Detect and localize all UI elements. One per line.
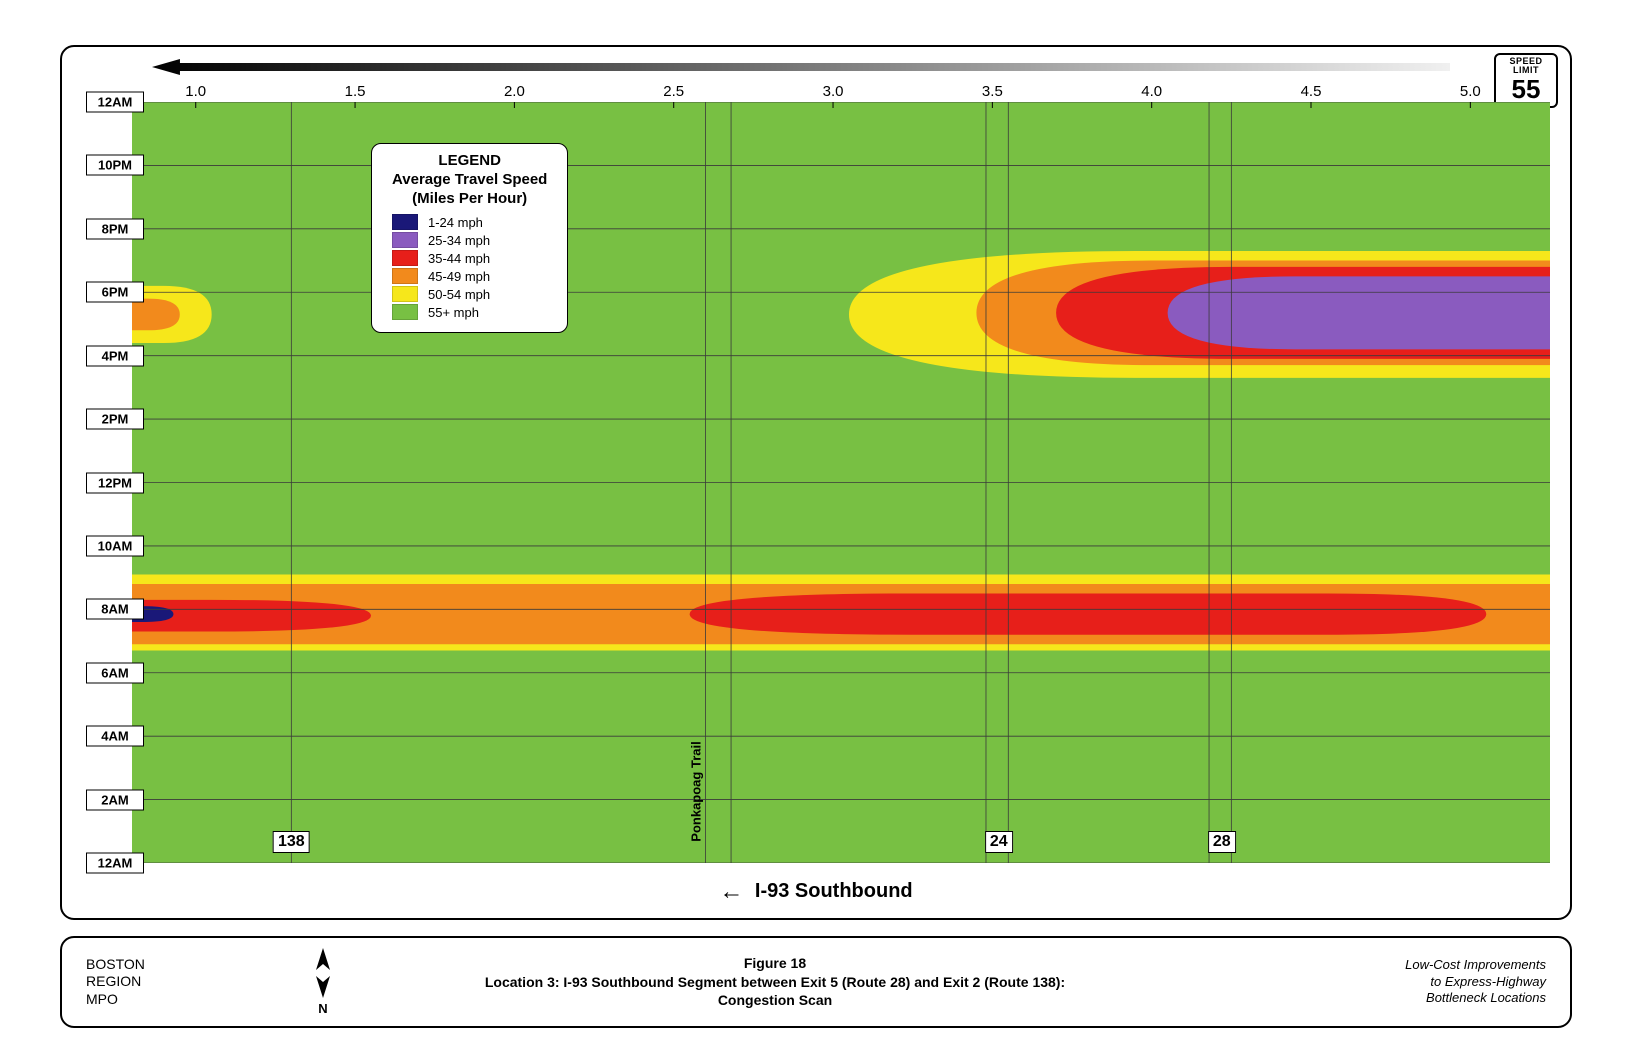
x-axis-mile-label: 4.0 bbox=[1141, 83, 1162, 100]
direction-gradient-arrow bbox=[152, 59, 1450, 75]
route-marker: 28 bbox=[1208, 831, 1236, 853]
y-axis-time-label: 2PM bbox=[86, 409, 144, 430]
chart-frame: SPEED LIMIT 55 ← I-93 Southbound 12AM 10P… bbox=[60, 45, 1572, 920]
report-title-l2: to Express-Highway bbox=[1405, 974, 1546, 991]
y-axis-time-label: 2AM bbox=[86, 789, 144, 810]
legend-item: 25-34 mph bbox=[392, 232, 547, 248]
y-axis-time-label: 8PM bbox=[86, 218, 144, 239]
legend-label: 35-44 mph bbox=[428, 251, 490, 266]
route-marker: 24 bbox=[985, 831, 1013, 853]
x-axis-mile-label: 4.5 bbox=[1301, 83, 1322, 100]
footer-org-l1: BOSTON bbox=[86, 956, 145, 974]
footer-org-l2: REGION bbox=[86, 973, 145, 991]
y-axis-time-label: 12AM bbox=[86, 92, 144, 113]
speed-limit-sign: SPEED LIMIT 55 bbox=[1494, 53, 1558, 108]
legend-label: 45-49 mph bbox=[428, 269, 490, 284]
x-axis-mile-label: 3.0 bbox=[823, 83, 844, 100]
legend-swatch bbox=[392, 250, 418, 266]
legend-swatch bbox=[392, 304, 418, 320]
y-axis-time-label: 8AM bbox=[86, 599, 144, 620]
x-axis-mile-label: 2.0 bbox=[504, 83, 525, 100]
footer-org: BOSTON REGION MPO bbox=[86, 956, 145, 1009]
x-axis-mile-label: 2.5 bbox=[663, 83, 684, 100]
y-axis-time-label: 6PM bbox=[86, 282, 144, 303]
compass-north: N bbox=[312, 948, 334, 1016]
legend: LEGENDAverage Travel Speed(Miles Per Hou… bbox=[371, 143, 568, 333]
legend-item: 50-54 mph bbox=[392, 286, 547, 302]
y-axis-time-label: 10AM bbox=[86, 535, 144, 556]
y-axis-time-label: 4AM bbox=[86, 726, 144, 747]
legend-item: 45-49 mph bbox=[392, 268, 547, 284]
compass-letter: N bbox=[312, 1001, 334, 1016]
legend-swatch bbox=[392, 268, 418, 284]
legend-item: 35-44 mph bbox=[392, 250, 547, 266]
trail-label: Ponkapoag Trail bbox=[688, 741, 703, 841]
legend-label: 25-34 mph bbox=[428, 233, 490, 248]
footer-org-l3: MPO bbox=[86, 991, 145, 1009]
y-axis-time-label: 12AM bbox=[86, 853, 144, 874]
congestion-heatmap bbox=[132, 102, 1550, 863]
highway-direction-caption: ← I-93 Southbound bbox=[62, 878, 1570, 906]
y-axis-time-label: 10PM bbox=[86, 155, 144, 176]
y-axis-time-label: 4PM bbox=[86, 345, 144, 366]
report-title-l1: Low-Cost Improvements bbox=[1405, 957, 1546, 974]
report-title-l3: Bottleneck Locations bbox=[1405, 990, 1546, 1007]
x-axis-mile-label: 1.0 bbox=[185, 83, 206, 100]
legend-title: LEGENDAverage Travel Speed(Miles Per Hou… bbox=[392, 152, 547, 208]
x-axis-mile-label: 5.0 bbox=[1460, 83, 1481, 100]
x-axis-mile-label: 1.5 bbox=[345, 83, 366, 100]
report-title: Low-Cost Improvements to Express-Highway… bbox=[1405, 957, 1546, 1008]
highway-name: I-93 Southbound bbox=[755, 880, 913, 902]
y-axis-time-label: 12PM bbox=[86, 472, 144, 493]
route-marker: 138 bbox=[273, 831, 310, 853]
legend-item: 1-24 mph bbox=[392, 214, 547, 230]
legend-swatch bbox=[392, 286, 418, 302]
legend-label: 55+ mph bbox=[428, 305, 479, 320]
legend-item: 55+ mph bbox=[392, 304, 547, 320]
legend-swatch bbox=[392, 214, 418, 230]
legend-label: 50-54 mph bbox=[428, 287, 490, 302]
figure-footer: BOSTON REGION MPO N Figure 18 Location 3… bbox=[60, 936, 1572, 1028]
speed-limit-value: 55 bbox=[1496, 76, 1556, 103]
legend-label: 1-24 mph bbox=[428, 215, 483, 230]
legend-swatch bbox=[392, 232, 418, 248]
x-axis-mile-label: 3.5 bbox=[982, 83, 1003, 100]
left-arrow-icon: ← bbox=[719, 878, 743, 905]
y-axis-time-label: 6AM bbox=[86, 662, 144, 683]
